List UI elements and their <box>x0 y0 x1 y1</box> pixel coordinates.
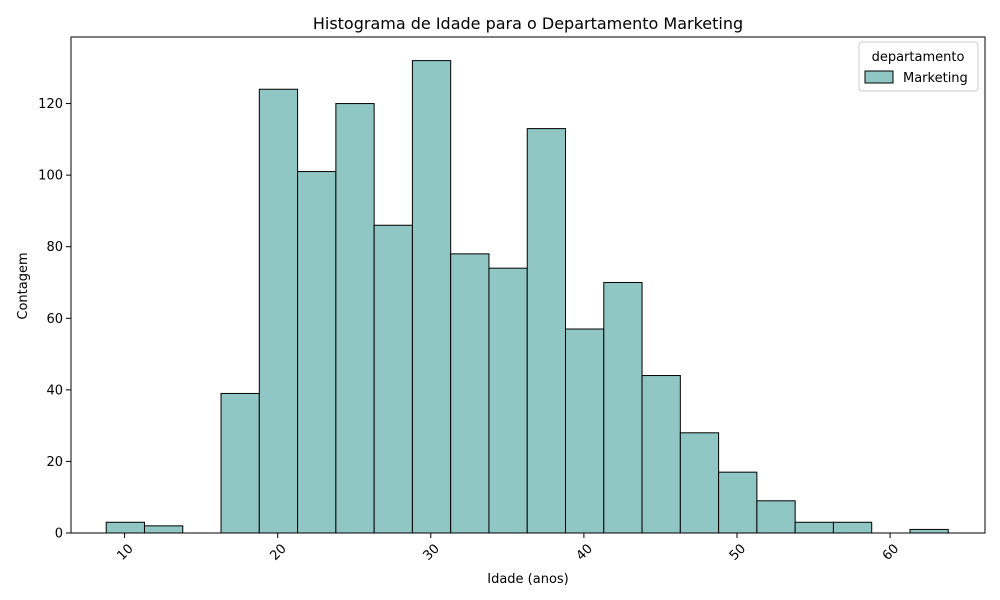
histogram-bar <box>143 525 184 534</box>
histogram-bar <box>411 60 452 534</box>
histogram-bar <box>105 521 145 534</box>
histogram-bar <box>832 521 873 534</box>
histogram-bar <box>488 267 528 534</box>
y-axis-ticks: 0 20 40 60 80 100 120 <box>38 97 71 542</box>
x-tick-label: 10 <box>114 541 136 563</box>
y-tick-label: 0 <box>55 527 63 542</box>
histogram-bar <box>794 521 834 534</box>
x-axis-label: Idade (anos) <box>487 572 569 587</box>
x-tick-label: 40 <box>574 541 596 563</box>
legend-swatch-marketing <box>864 70 894 84</box>
y-tick-label: 120 <box>38 97 63 112</box>
x-axis-ticks: 10 20 30 40 50 60 <box>114 533 902 564</box>
y-tick-label: 60 <box>46 312 63 327</box>
legend-entry-marketing: Marketing <box>903 71 968 86</box>
legend: departamento Marketing <box>858 41 979 92</box>
histogram-bar <box>450 253 490 534</box>
bars-group <box>105 60 949 534</box>
chart-title: Histograma de Idade para o Departamento … <box>313 14 743 33</box>
y-tick-label: 40 <box>46 383 63 398</box>
histogram-bar <box>297 171 337 534</box>
y-axis-label: Contagem <box>16 252 31 319</box>
histogram-bar <box>335 103 375 534</box>
x-tick-label: 50 <box>727 541 749 563</box>
x-tick-label: 20 <box>267 541 289 563</box>
histogram-bar <box>756 500 796 534</box>
histogram-bar <box>718 471 758 534</box>
histogram-bar <box>603 281 643 534</box>
histogram-bar <box>565 328 605 534</box>
histogram-bar <box>909 528 949 534</box>
histogram-bar <box>373 224 413 534</box>
y-tick-label: 100 <box>38 169 63 184</box>
histogram-bar <box>526 128 567 534</box>
plot-frame <box>70 36 986 534</box>
histogram-bar <box>258 88 299 534</box>
x-tick-label: 30 <box>421 541 443 563</box>
y-tick-label: 80 <box>46 240 63 255</box>
legend-title: departamento <box>872 50 965 65</box>
x-tick-label: 60 <box>880 541 902 563</box>
histogram-bar <box>641 375 681 534</box>
histogram-bar <box>679 432 720 534</box>
y-tick-label: 20 <box>46 455 63 470</box>
histogram-bar <box>220 392 260 534</box>
